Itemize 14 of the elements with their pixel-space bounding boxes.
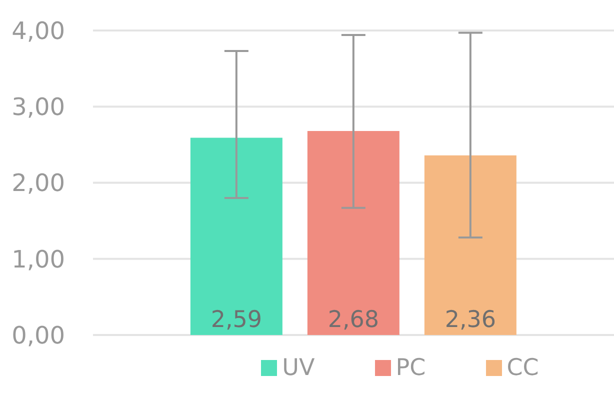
data-label: 2,68 (328, 307, 380, 333)
legend-label: CC (506, 355, 539, 381)
y-tick-label: 4,00 (12, 16, 65, 45)
bar (307, 130, 400, 335)
y-tick-label: 3,00 (12, 93, 65, 122)
bar (424, 155, 516, 335)
legend-label: PC (394, 355, 426, 381)
legend-label: UV (281, 355, 315, 381)
y-tick-label: 2,00 (12, 169, 65, 198)
data-label: 2,36 (444, 307, 496, 333)
data-label: 2,59 (210, 307, 262, 333)
y-tick-label: 1,00 (12, 245, 65, 274)
y-tick-label: 0,00 (12, 322, 65, 350)
bar (190, 138, 282, 335)
